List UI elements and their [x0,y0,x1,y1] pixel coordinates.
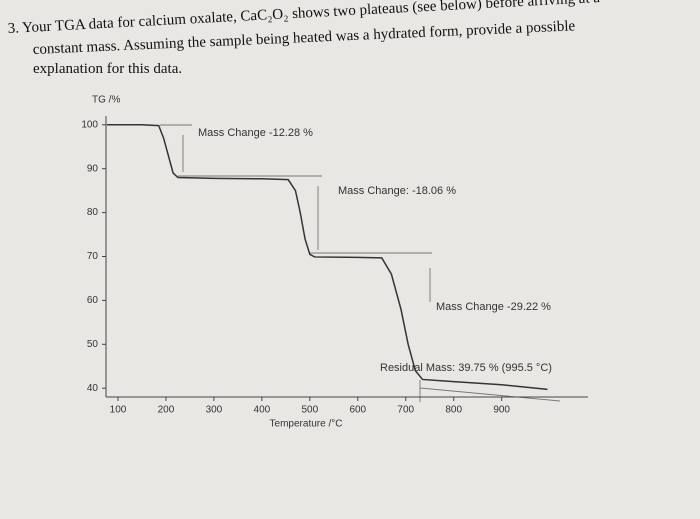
y-tick-label: 100 [81,119,98,130]
y-tick-label: 60 [87,295,99,306]
construction-lines [160,124,561,402]
x-tick-label: 600 [349,405,366,416]
x-tick-label: 400 [254,405,271,416]
annotation: Residual Mass: 39.75 % (995.5 °C) [380,362,552,374]
annotation: Mass Change -29.22 % [436,301,551,313]
x-tick-label: 800 [445,405,462,416]
x-tick-label: 500 [301,405,318,416]
annotation: Mass Change: -18.06 % [338,185,456,197]
y-tick-label: 80 [87,207,99,218]
y-tick-label: 90 [87,163,99,174]
tg-curve [106,124,548,391]
y-axis-title: TG /% [92,95,120,106]
question-line: explanation for this data. [33,61,182,77]
y-tick-label: 40 [87,383,99,394]
y-tick-label: 50 [87,339,99,350]
x-tick-label: 900 [493,405,510,416]
x-tick-label: 100 [110,405,127,416]
x-axis-title: Temperature /°C [270,419,343,430]
annotation: Mass Change -12.28 % [198,127,313,139]
x-tick-label: 300 [206,405,223,416]
x-tick-label: 700 [397,405,414,416]
x-tick-label: 200 [158,405,175,416]
y-tick-label: 70 [87,251,99,262]
